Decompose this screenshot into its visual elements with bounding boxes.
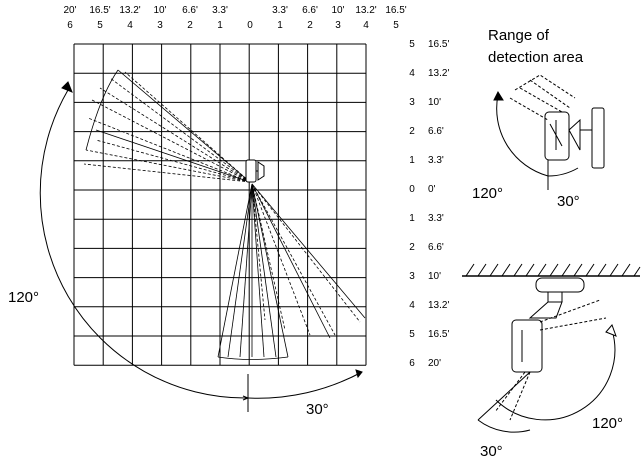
main-120-arc xyxy=(39,81,249,399)
top-axis-feet-label: 16.5' xyxy=(89,5,110,16)
right-axis-feet-label: 20' xyxy=(428,358,441,369)
side-view-inset xyxy=(462,263,641,433)
top-axis-index-label: 4 xyxy=(127,20,133,31)
right-axis-feet-label: 10' xyxy=(428,97,441,108)
top-axis-index-label: 4 xyxy=(363,20,369,31)
side-view-120-label: 120° xyxy=(592,415,623,432)
top-view-30-label: 30° xyxy=(557,193,580,210)
right-axis-feet-label: 3.3' xyxy=(428,213,444,224)
right-axis-index-label: 5 xyxy=(409,329,415,340)
top-axis-feet-label: 13.2' xyxy=(119,5,140,16)
right-axis-index-labels: 5 4 3 2 1 0 1 2 3 4 5 6 xyxy=(409,39,415,369)
right-axis-index-label: 4 xyxy=(409,300,415,311)
right-axis-feet-label: 0' xyxy=(428,184,436,195)
top-axis-index-label: 5 xyxy=(393,20,399,31)
detection-fan-lower xyxy=(217,183,366,360)
detection-fan-upper xyxy=(83,69,251,183)
right-axis-feet-label: 13.2' xyxy=(428,300,449,311)
main-120-label: 120° xyxy=(8,289,39,306)
right-axis-feet-label: 13.2' xyxy=(428,68,449,79)
top-axis-feet-label: 6.6' xyxy=(182,5,198,16)
top-axis-index-label: 3 xyxy=(335,20,341,31)
top-axis-feet-label: 13.2' xyxy=(355,5,376,16)
main-30-arc xyxy=(242,369,363,412)
top-axis-index-label: 5 xyxy=(97,20,103,31)
right-axis-index-label: 1 xyxy=(409,155,415,166)
right-axis-index-label: 5 xyxy=(409,39,415,50)
main-30-label: 30° xyxy=(306,401,329,418)
right-axis-feet-label: 16.5' xyxy=(428,329,449,340)
top-axis-feet-label: 20' xyxy=(63,5,76,16)
top-axis-feet-label: 3.3' xyxy=(272,5,288,16)
right-axis-feet-label: 6.6' xyxy=(428,242,444,253)
top-axis-index-label: 6 xyxy=(67,20,73,31)
right-axis-index-label: 0 xyxy=(409,184,415,195)
top-axis-index-labels: 6 5 4 3 2 1 0 1 2 3 4 5 xyxy=(67,20,399,31)
right-axis-feet-label: 10' xyxy=(428,271,441,282)
right-axis-index-label: 3 xyxy=(409,271,415,282)
top-axis-index-label: 1 xyxy=(277,20,283,31)
top-view-120-label: 120° xyxy=(472,185,503,202)
right-axis-feet-label: 16.5' xyxy=(428,39,449,50)
top-axis-index-label: 1 xyxy=(217,20,223,31)
right-axis-index-label: 3 xyxy=(409,97,415,108)
top-axis-feet-label: 6.6' xyxy=(302,5,318,16)
top-axis-index-label: 3 xyxy=(157,20,163,31)
top-axis-feet-label: 3.3' xyxy=(212,5,228,16)
side-view-30-label: 30° xyxy=(480,443,503,460)
top-axis-feet-label: 16.5' xyxy=(385,5,406,16)
right-axis-index-label: 2 xyxy=(409,242,415,253)
range-title-line1: Range of xyxy=(488,27,550,44)
top-axis-index-label: 0 xyxy=(247,20,253,31)
top-axis-feet-label: 10' xyxy=(153,5,166,16)
top-axis-index-label: 2 xyxy=(187,20,193,31)
top-axis-feet-labels: 20' 16.5' 13.2' 10' 6.6' 3.3' 3.3' 6.6' 10' 13.2'… xyxy=(63,5,406,16)
top-view-inset xyxy=(493,74,605,190)
detection-grid xyxy=(73,43,367,366)
right-axis-feet-label: 6.6' xyxy=(428,126,444,137)
right-axis-index-label: 6 xyxy=(409,358,415,369)
right-axis-feet-label: 3.3' xyxy=(428,155,444,166)
sensor-icon xyxy=(245,159,265,183)
top-axis-feet-label: 10' xyxy=(331,5,344,16)
right-axis-index-label: 2 xyxy=(409,126,415,137)
right-axis-index-label: 1 xyxy=(409,213,415,224)
right-axis-feet-labels: 16.5' 13.2' 10' 6.6' 3.3' 0' 3.3' 6.6' 10' 13.2' 1… xyxy=(428,39,449,369)
right-axis-index-label: 4 xyxy=(409,68,415,79)
top-axis-index-label: 2 xyxy=(307,20,313,31)
range-title-line2: detection area xyxy=(488,49,584,66)
